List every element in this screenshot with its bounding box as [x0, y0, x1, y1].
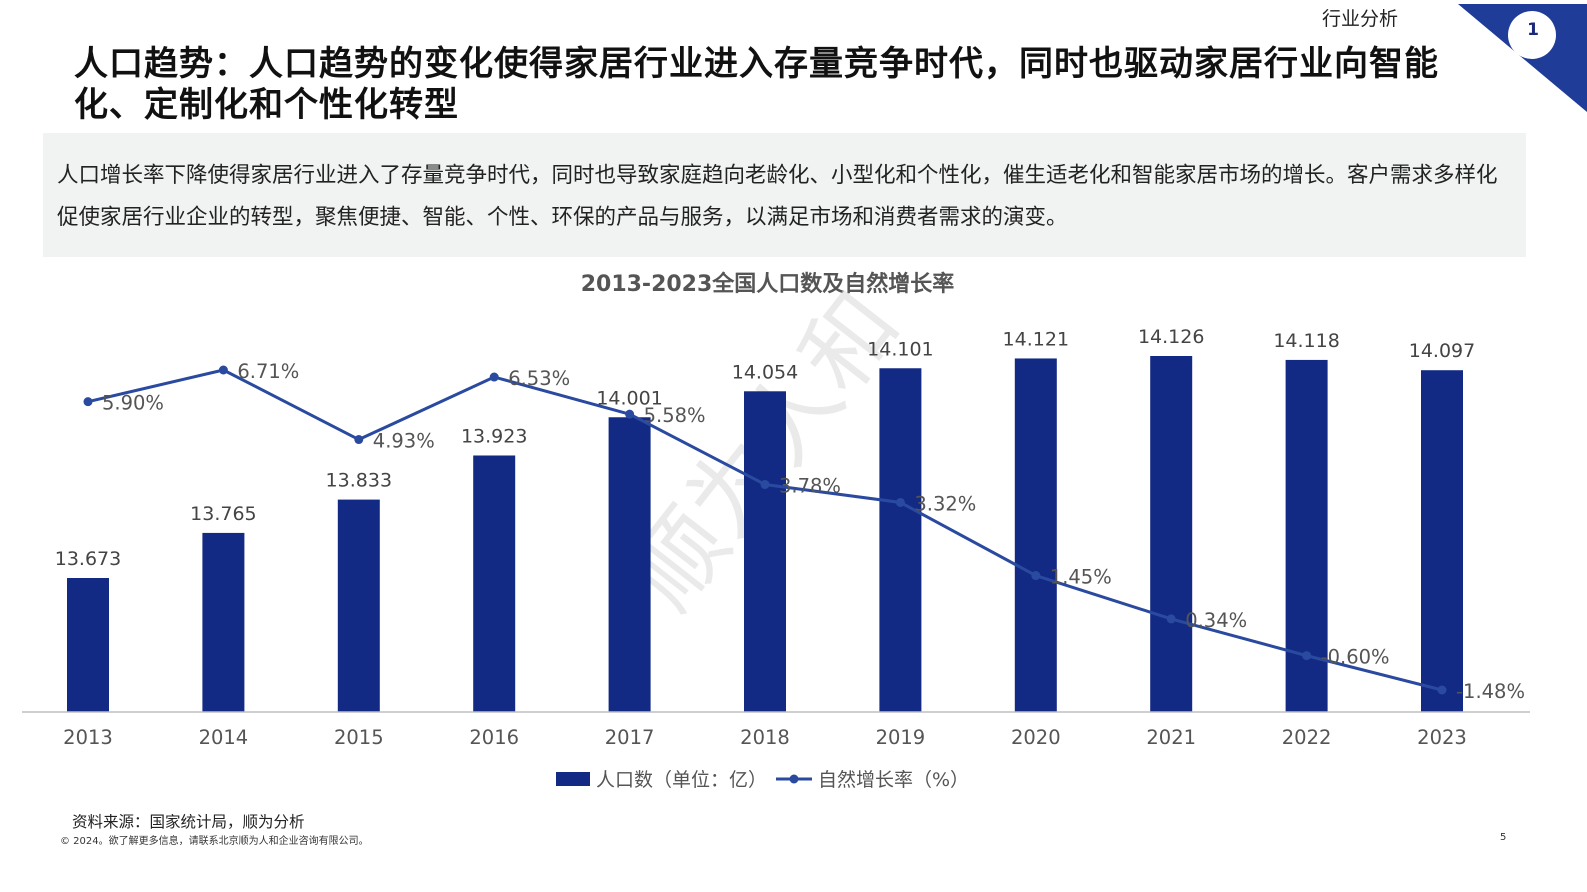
growth-label-2013: 5.90%: [102, 392, 164, 415]
growth-point-2014: [218, 365, 228, 375]
page-number: 5: [1500, 832, 1507, 843]
growth-label-2021: 0.34%: [1185, 609, 1247, 632]
bar-label-2015: 13.833: [326, 470, 392, 492]
bar-label-2022: 14.118: [1273, 330, 1339, 352]
x-tick-2013: 2013: [63, 726, 113, 749]
copyright: © 2024。欲了解更多信息，请联系北京顺为人和企业咨询有限公司。: [60, 836, 369, 847]
bar-label-2013: 13.673: [55, 548, 121, 570]
summary-box: 人口增长率下降使得家居行业进入了存量竞争时代，同时也导致家庭趋向老龄化、小型化和…: [43, 133, 1526, 257]
bar-label-2018: 14.054: [732, 361, 798, 383]
bar-label-2023: 14.097: [1409, 340, 1475, 362]
bar-label-2019: 14.101: [867, 338, 933, 360]
x-tick-2021: 2021: [1146, 726, 1196, 749]
bar-label-2014: 13.765: [190, 503, 256, 525]
growth-label-2019: 3.32%: [914, 492, 976, 515]
bar-2023: [1421, 370, 1463, 712]
x-tick-2018: 2018: [740, 726, 790, 749]
data-source: 资料来源：国家统计局，顺为分析: [72, 813, 305, 831]
bar-2017: [608, 417, 651, 712]
growth-label-2023: -1.48%: [1456, 680, 1525, 703]
bar-label-2021: 14.126: [1138, 326, 1204, 348]
x-tick-2022: 2022: [1282, 726, 1332, 749]
bar-2020: [1014, 358, 1057, 712]
growth-point-2021: [1166, 614, 1176, 624]
growth-label-2016: 6.53%: [508, 367, 570, 390]
bar-label-2017: 14.001: [596, 387, 662, 409]
growth-point-2016: [489, 372, 499, 382]
growth-label-2022: -0.60%: [1321, 646, 1390, 669]
legend-bar-label: 人口数（单位：亿）: [596, 769, 767, 791]
bar-2018: [744, 391, 786, 712]
growth-point-2020: [1031, 571, 1041, 581]
summary-text: 人口增长率下降使得家居行业进入了存量竞争时代，同时也导致家庭趋向老龄化、小型化和…: [57, 163, 1498, 230]
legend-bar-swatch: [556, 772, 590, 786]
growth-label-2017: 5.58%: [644, 404, 706, 427]
x-tick-2020: 2020: [1011, 726, 1061, 749]
x-tick-2014: 2014: [199, 726, 249, 749]
bar-2021: [1150, 356, 1193, 712]
growth-label-2015: 4.93%: [373, 430, 435, 453]
growth-label-2020: 1.45%: [1050, 566, 1112, 589]
page-title: 人口趋势：人口趋势的变化使得家居行业进入存量竞争时代，同时也驱动家居行业向智能化…: [74, 44, 1439, 125]
growth-point-2013: [83, 397, 93, 407]
bar-label-2016: 13.923: [461, 425, 527, 447]
x-tick-2016: 2016: [469, 726, 519, 749]
bar-2016: [473, 455, 516, 712]
growth-point-2017: [625, 409, 635, 419]
x-tick-2019: 2019: [876, 726, 926, 749]
section-label: 行业分析: [1322, 8, 1399, 30]
growth-point-2015: [354, 435, 364, 445]
growth-point-2019: [895, 497, 905, 507]
bar-label-2020: 14.121: [1003, 328, 1069, 350]
x-tick-2015: 2015: [334, 726, 384, 749]
growth-point-2023: [1437, 685, 1447, 695]
chart-title: 2013-2023全国人口数及自然增长率: [580, 272, 955, 297]
x-tick-2023: 2023: [1417, 726, 1467, 749]
growth-point-2018: [760, 479, 770, 489]
bar-2013: [67, 578, 109, 712]
bar-2014: [202, 532, 245, 712]
growth-label-2018: 3.78%: [779, 474, 841, 497]
growth-point-2022: [1302, 651, 1312, 661]
bar-2015: [337, 499, 380, 712]
corner-badge: [1458, 4, 1587, 112]
x-tick-2017: 2017: [605, 726, 655, 749]
bar-2019: [879, 368, 922, 712]
legend-line-marker: [789, 774, 799, 784]
corner-number: 1: [1527, 20, 1539, 40]
growth-label-2014: 6.71%: [237, 360, 299, 383]
legend-line-label: 自然增长率（%）: [818, 769, 969, 791]
